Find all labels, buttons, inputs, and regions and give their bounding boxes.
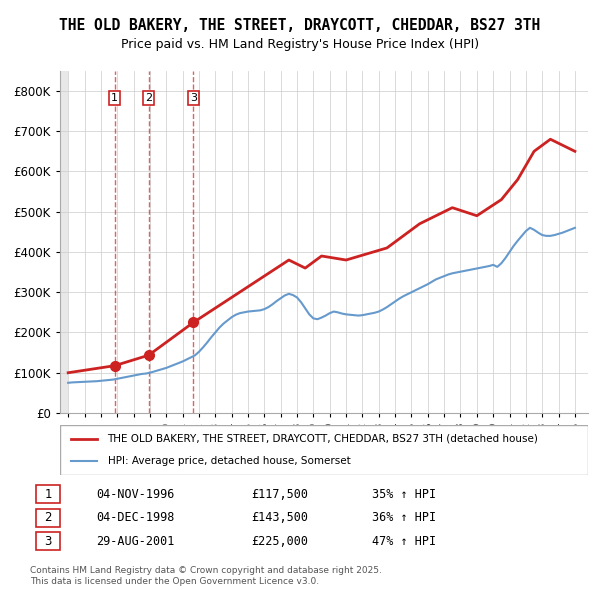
- Text: £143,500: £143,500: [251, 511, 308, 525]
- Text: THE OLD BAKERY, THE STREET, DRAYCOTT, CHEDDAR, BS27 3TH (detached house): THE OLD BAKERY, THE STREET, DRAYCOTT, CH…: [107, 434, 538, 444]
- Text: 04-NOV-1996: 04-NOV-1996: [96, 487, 175, 501]
- Text: 1: 1: [44, 487, 52, 501]
- FancyBboxPatch shape: [35, 485, 61, 503]
- Bar: [60, 71, 68, 413]
- Text: 3: 3: [190, 93, 197, 103]
- FancyBboxPatch shape: [60, 425, 588, 475]
- Text: HPI: Average price, detached house, Somerset: HPI: Average price, detached house, Some…: [107, 456, 350, 466]
- Text: 29-AUG-2001: 29-AUG-2001: [96, 535, 175, 548]
- Text: 47% ↑ HPI: 47% ↑ HPI: [372, 535, 436, 548]
- Text: Price paid vs. HM Land Registry's House Price Index (HPI): Price paid vs. HM Land Registry's House …: [121, 38, 479, 51]
- Text: 2: 2: [145, 93, 152, 103]
- Text: 2: 2: [44, 511, 52, 525]
- Text: THE OLD BAKERY, THE STREET, DRAYCOTT, CHEDDAR, BS27 3TH: THE OLD BAKERY, THE STREET, DRAYCOTT, CH…: [59, 18, 541, 32]
- Text: 36% ↑ HPI: 36% ↑ HPI: [372, 511, 436, 525]
- Text: £117,500: £117,500: [251, 487, 308, 501]
- Text: 1: 1: [111, 93, 118, 103]
- Text: 3: 3: [44, 535, 52, 548]
- Text: £225,000: £225,000: [251, 535, 308, 548]
- FancyBboxPatch shape: [35, 509, 61, 526]
- Text: Contains HM Land Registry data © Crown copyright and database right 2025.
This d: Contains HM Land Registry data © Crown c…: [30, 566, 382, 586]
- Text: 35% ↑ HPI: 35% ↑ HPI: [372, 487, 436, 501]
- FancyBboxPatch shape: [35, 532, 61, 550]
- Text: 04-DEC-1998: 04-DEC-1998: [96, 511, 175, 525]
